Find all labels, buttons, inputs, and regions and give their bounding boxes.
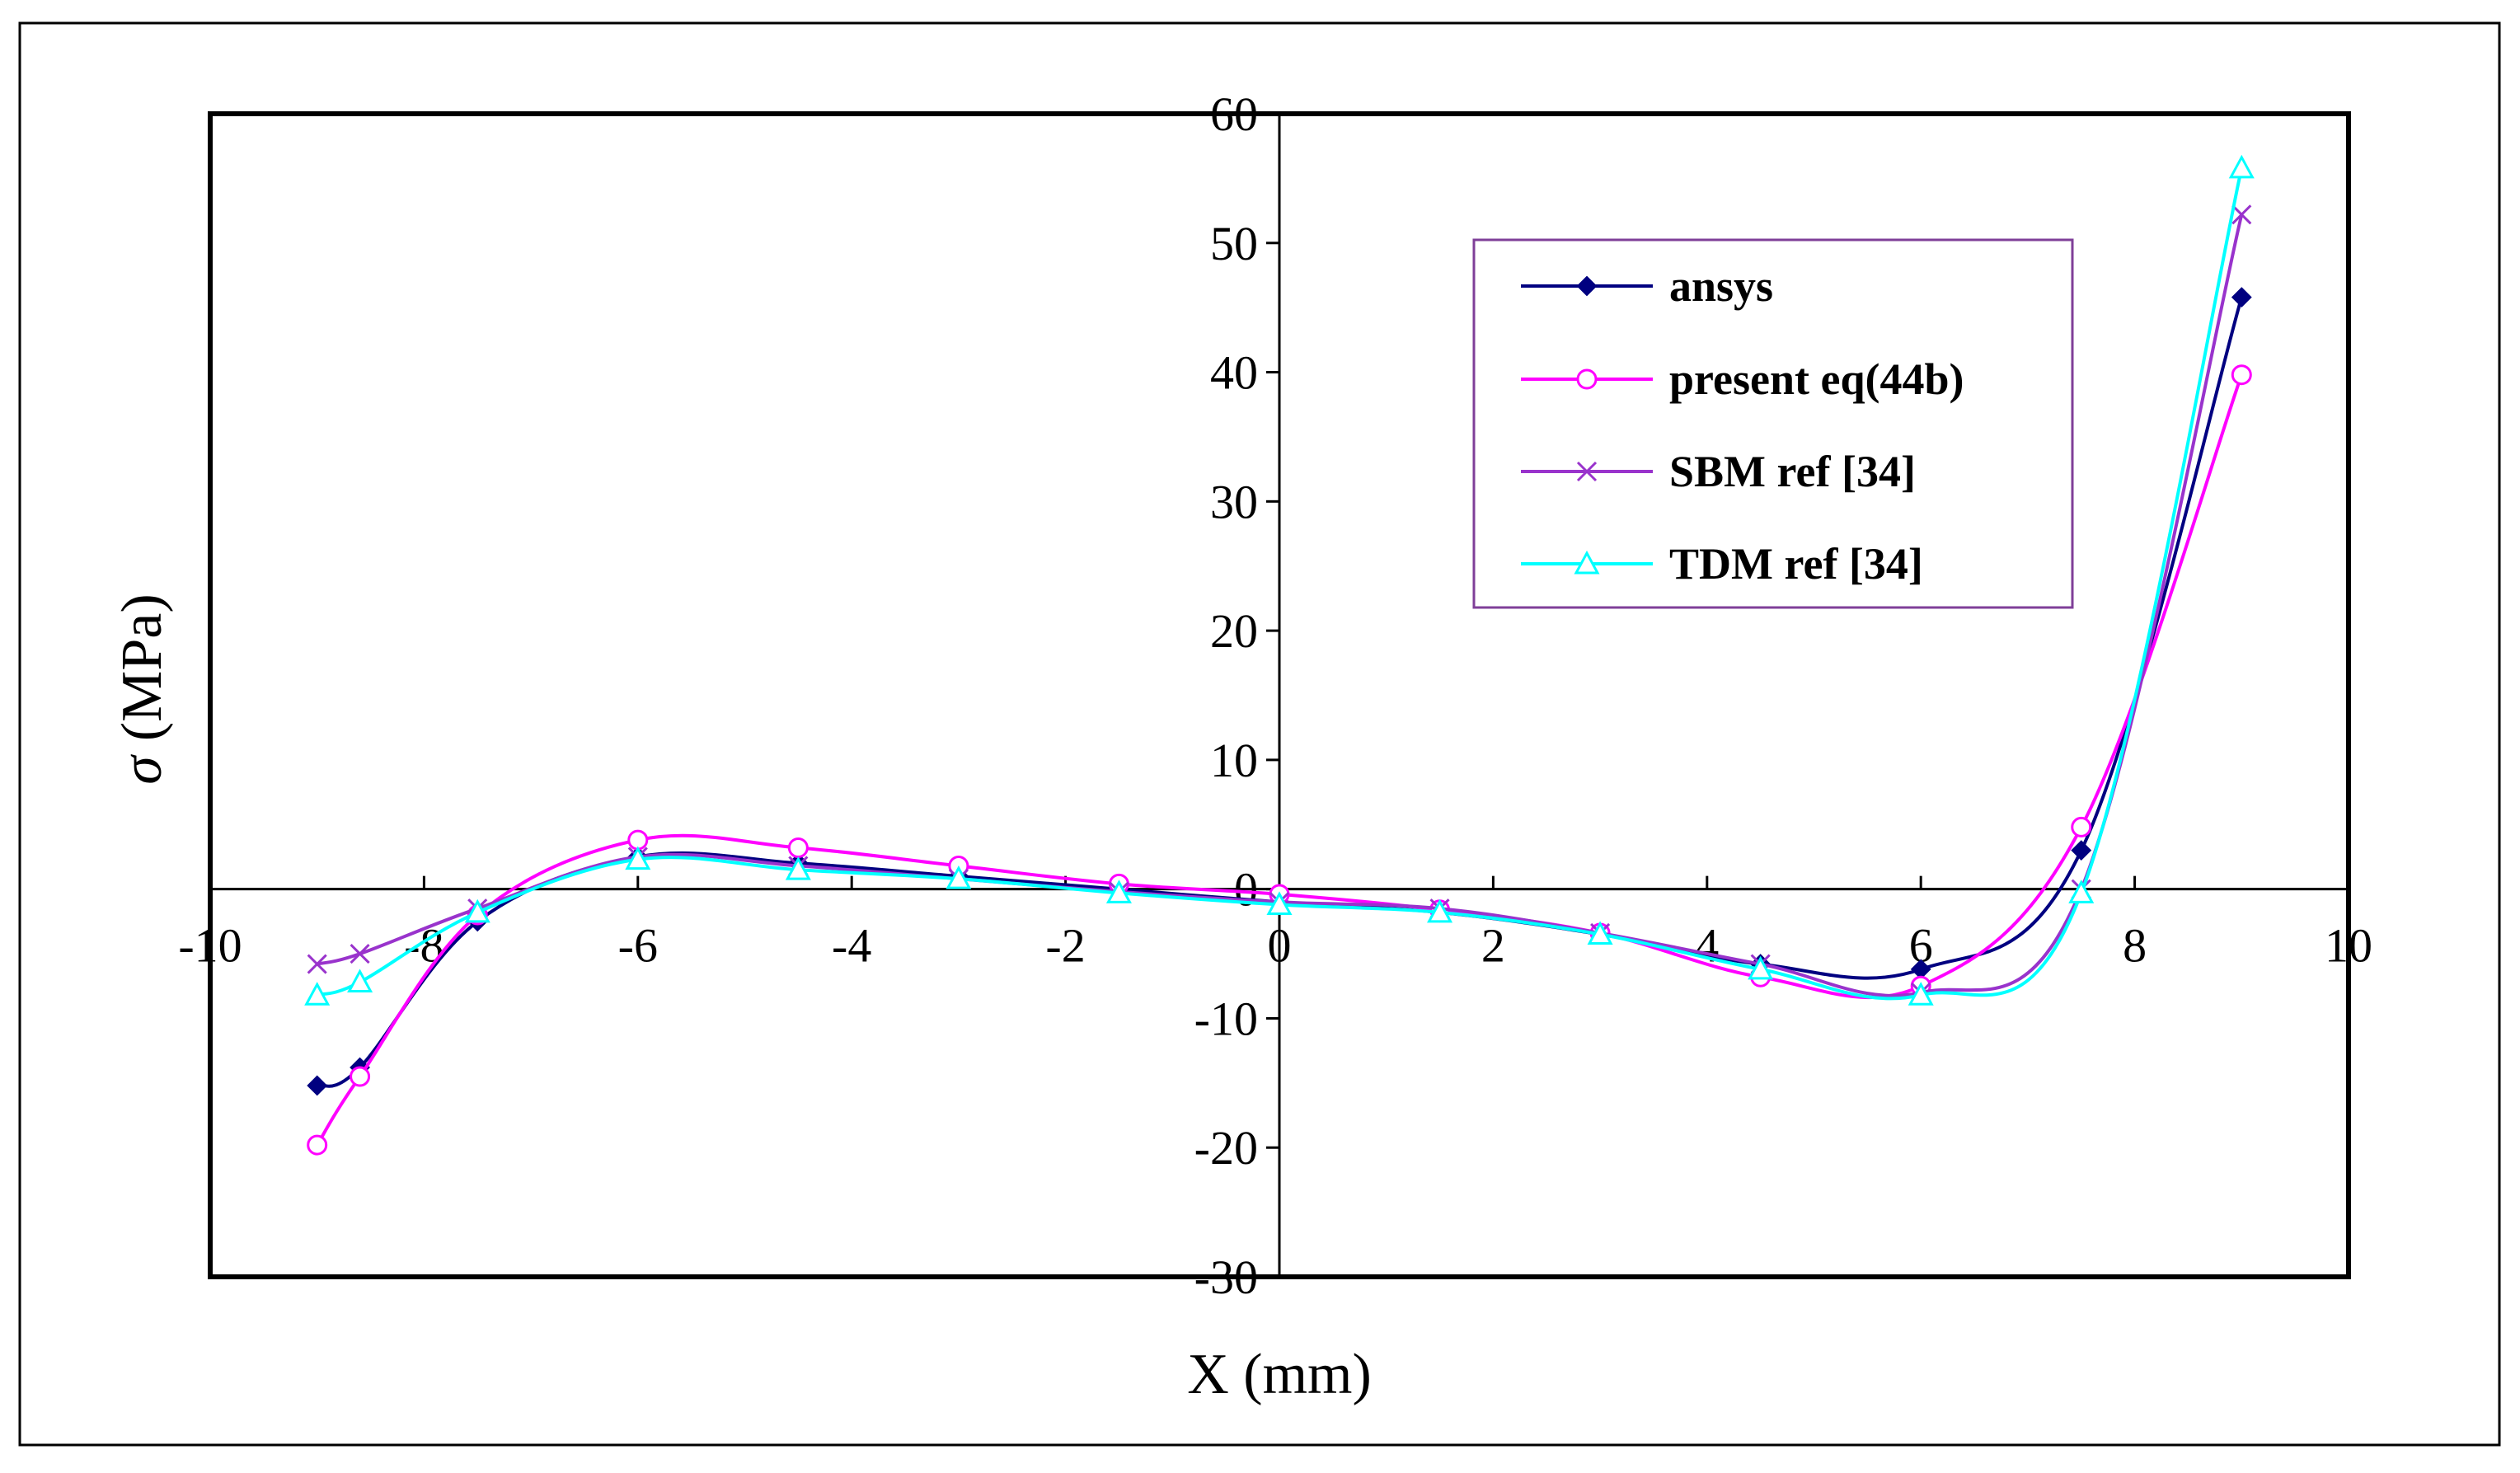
x-tick-label: 0 — [1268, 919, 1292, 973]
data-point-sbm-ref-34 — [2231, 204, 2252, 225]
legend-label-tdm-ref-34: TDM ref [34] — [1669, 539, 1923, 589]
x-tick-label: 10 — [2325, 919, 2372, 973]
data-point-present-eq-44b — [787, 837, 809, 858]
legend-marker-sbm-ref-34 — [1576, 461, 1598, 482]
data-point-ansys — [307, 1075, 328, 1096]
x-tick-label: 2 — [1481, 919, 1505, 973]
data-point-tdm-ref-34 — [347, 969, 373, 993]
legend-label-ansys: ansys — [1669, 261, 1773, 311]
x-axis-title: X (mm) — [1187, 1343, 1372, 1406]
x-tick-label: -6 — [618, 919, 658, 973]
data-point-tdm-ref-34 — [625, 846, 651, 870]
data-point-present-eq-44b — [350, 1066, 371, 1087]
series-tdm-ref-34 — [304, 154, 2255, 1006]
y-tick-label: 10 — [1210, 734, 1258, 787]
y-tick-label: 60 — [1210, 87, 1258, 141]
y-tick-label: -10 — [1194, 992, 1258, 1045]
x-tick-label: 8 — [2123, 919, 2147, 973]
series-line-tdm-ref-34 — [317, 167, 2244, 1001]
y-axis-title: σ (MPa) — [110, 593, 174, 784]
data-point-tdm-ref-34 — [464, 898, 490, 923]
y-axis-unit: (MPa) — [110, 593, 174, 741]
data-point-present-eq-44b — [2071, 816, 2092, 837]
x-tick-label: -8 — [404, 919, 443, 973]
data-point-tdm-ref-34 — [304, 982, 331, 1006]
data-point-tdm-ref-34 — [946, 865, 972, 889]
x-tick-label: -2 — [1045, 919, 1085, 973]
data-point-tdm-ref-34 — [1105, 880, 1132, 903]
y-tick-label: -30 — [1194, 1250, 1258, 1304]
legend-marker-ansys — [1576, 275, 1598, 297]
y-tick-label: 20 — [1210, 604, 1258, 658]
x-tick-label: -4 — [832, 919, 871, 973]
legend-label-present-eq-44b: present eq(44b) — [1669, 354, 1964, 404]
data-point-tdm-ref-34 — [1748, 955, 1774, 980]
legend-label-sbm-ref-34: SBM ref [34] — [1669, 447, 1916, 496]
data-point-tdm-ref-34 — [1908, 982, 1934, 1006]
legend-marker-tdm-ref-34 — [1574, 550, 1600, 575]
data-point-tdm-ref-34 — [2228, 154, 2255, 179]
x-tick-label: -10 — [178, 919, 242, 973]
y-tick-label: 40 — [1210, 346, 1258, 400]
y-tick-label: 50 — [1210, 217, 1258, 270]
data-point-tdm-ref-34 — [785, 856, 811, 880]
data-point-present-eq-44b — [307, 1134, 328, 1156]
data-point-sbm-ref-34 — [307, 954, 327, 974]
data-point-ansys — [2071, 840, 2092, 861]
legend-marker-present-eq-44b — [1576, 368, 1598, 390]
y-tick-label: -20 — [1194, 1121, 1258, 1175]
y-tick-label: 30 — [1210, 475, 1258, 528]
data-point-tdm-ref-34 — [1427, 898, 1453, 923]
data-point-ansys — [2231, 287, 2252, 308]
series-layer — [304, 154, 2255, 1156]
legend-box — [1472, 238, 2074, 609]
data-point-tdm-ref-34 — [1587, 921, 1613, 945]
legend: ansys present eq(44b) SBM ref [34] TDM ref … — [1472, 238, 2074, 609]
series-line-sbm-ref-34 — [317, 213, 2244, 997]
data-point-sbm-ref-34 — [350, 943, 370, 964]
y-axis-symbol: σ — [110, 754, 174, 785]
data-point-tdm-ref-34 — [2068, 880, 2095, 903]
data-point-tdm-ref-34 — [1266, 891, 1293, 915]
data-point-present-eq-44b — [2231, 364, 2252, 386]
y-tick-label: 0 — [1234, 863, 1258, 917]
